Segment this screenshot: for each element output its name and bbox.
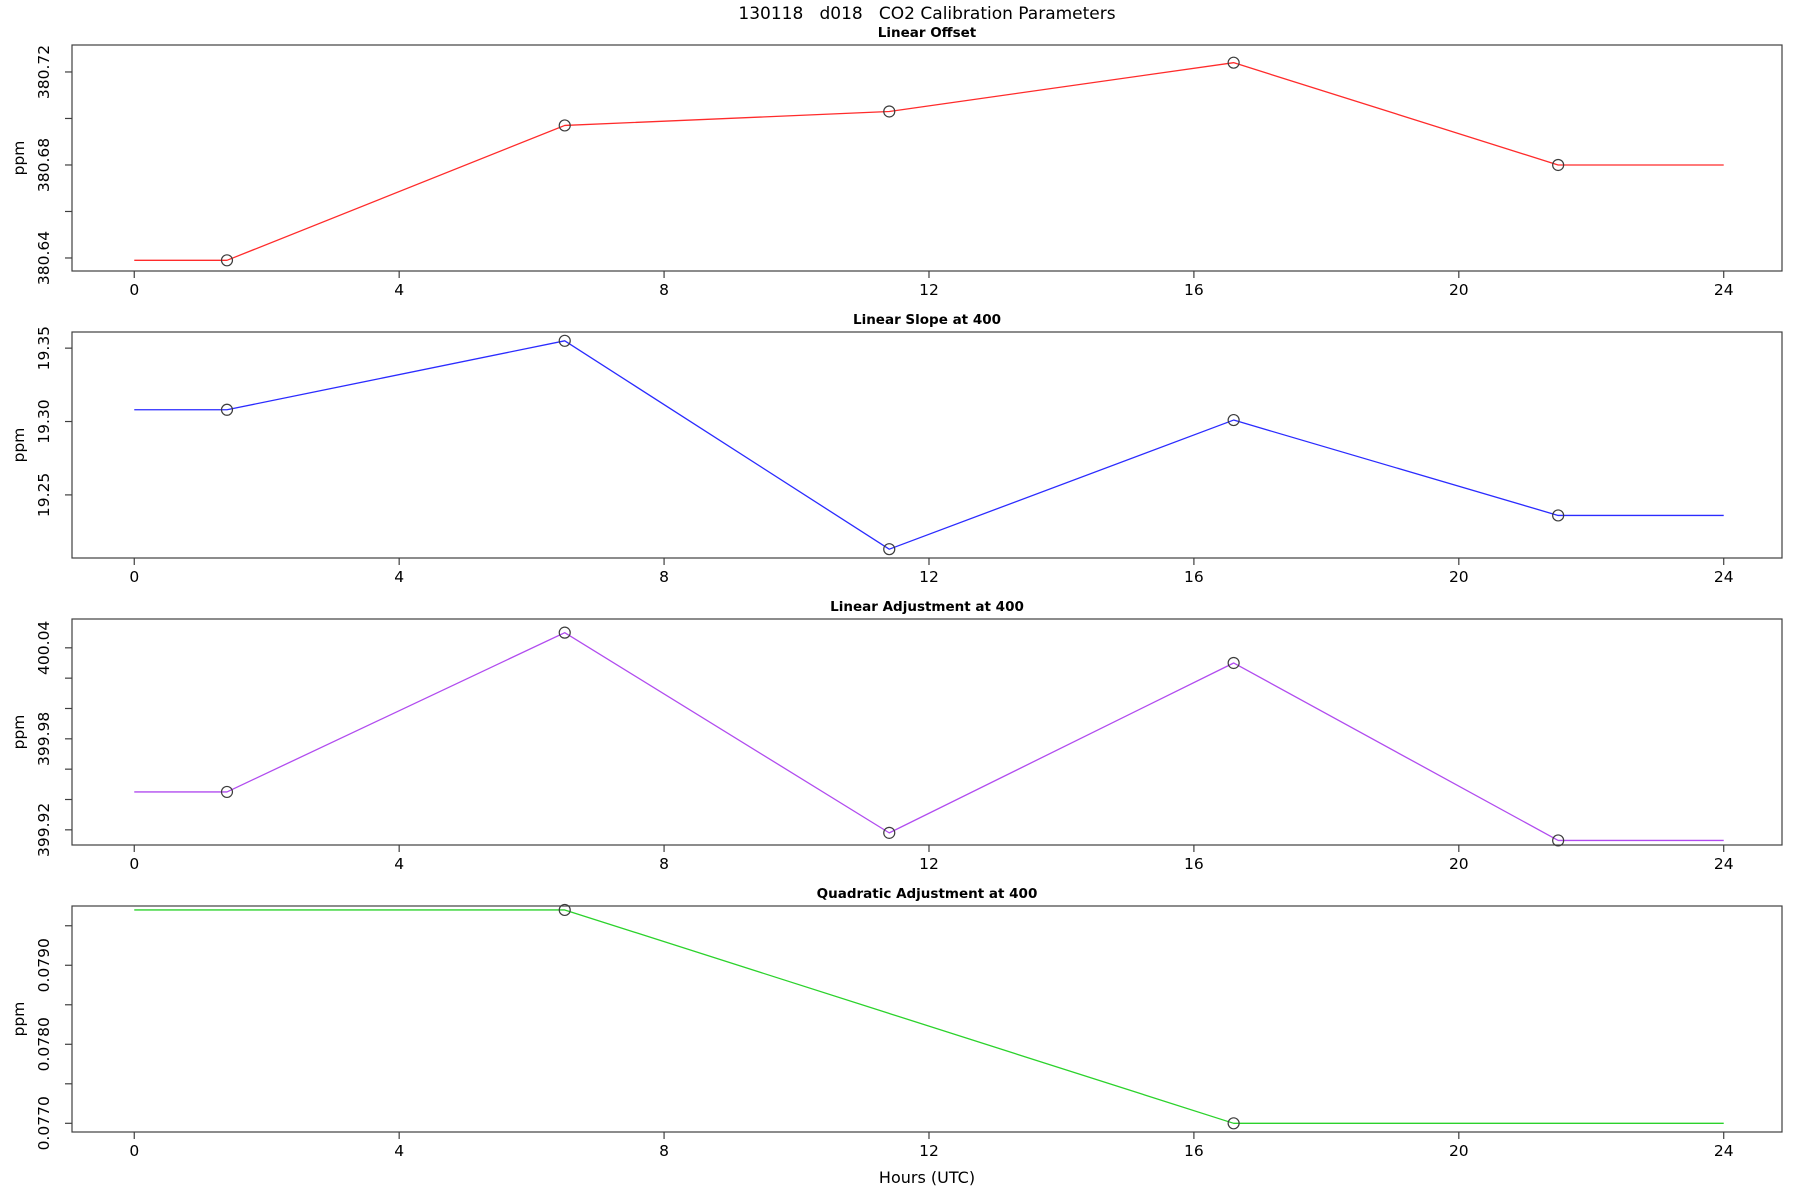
- y-tick-label: 380.68: [35, 138, 53, 192]
- x-tick-label: 4: [394, 281, 404, 299]
- panel-linear-offset: Linear Offset 380.64 380.68 380.72 ppm 0 4 8 12 1…: [10, 25, 1783, 299]
- data-point-marker: [558, 626, 571, 639]
- y-axis-label: ppm: [10, 141, 28, 176]
- x-tick-label: 4: [394, 568, 404, 586]
- x-tick-label: 20: [1449, 855, 1469, 873]
- data-point-marker: [1227, 1117, 1240, 1130]
- data-point-marker: [1227, 656, 1240, 670]
- data-point-marker: [883, 105, 896, 118]
- panel-border: [71, 44, 1783, 272]
- panel-linear-slope-at-400: Linear Slope at 400 19.25 19.30 19.35 ppm 0 4 8…: [10, 312, 1783, 586]
- y-tick-label: 19.25: [35, 473, 53, 517]
- y-tick-label: 19.35: [35, 326, 53, 370]
- x-tick-label: 0: [129, 855, 139, 873]
- y-axis-label: ppm: [10, 1002, 28, 1037]
- y-tick-label: 0.0790: [35, 938, 53, 992]
- panel-title: Linear Offset: [878, 25, 977, 41]
- panel-border: [71, 618, 1783, 846]
- y-tick-label: 399.92: [35, 803, 53, 857]
- data-line: [134, 340, 1724, 550]
- x-tick-label: 0: [129, 281, 139, 299]
- x-tick-label: 4: [394, 1142, 404, 1160]
- data-point-marker: [883, 543, 896, 556]
- data-line: [134, 632, 1724, 842]
- y-tick-label: 400.04: [35, 621, 53, 675]
- y-tick-label: 0.0780: [35, 1017, 53, 1071]
- data-point-marker: [558, 119, 571, 132]
- panel-quadratic-adjustment-at-400: Quadratic Adjustment at 400 0.0770 0.0780 0…: [10, 886, 1783, 1160]
- panel-border: [71, 331, 1783, 559]
- panel-title: Linear Adjustment at 400: [830, 599, 1024, 615]
- x-tick-label: 20: [1449, 281, 1469, 299]
- data-point-marker: [1227, 56, 1240, 69]
- x-tick-label: 12: [919, 855, 939, 873]
- data-point-marker: [220, 785, 234, 799]
- y-tick-label: 19.30: [35, 399, 53, 443]
- x-tick-label: 24: [1714, 855, 1734, 873]
- y-tick-label: 0.0770: [35, 1096, 53, 1150]
- x-tick-label: 20: [1449, 568, 1469, 586]
- data-point-marker: [1552, 834, 1565, 847]
- data-point-marker: [558, 903, 571, 917]
- x-tick-label: 12: [919, 568, 939, 586]
- data-point-marker: [558, 334, 571, 347]
- x-tick-label: 16: [1184, 1142, 1204, 1160]
- x-tick-label: 4: [394, 855, 404, 873]
- x-tick-label: 0: [129, 1142, 139, 1160]
- y-tick-label: 380.64: [35, 231, 53, 285]
- data-point-marker: [1552, 509, 1565, 522]
- x-tick-label: 16: [1184, 855, 1204, 873]
- x-axis-label: Hours (UTC): [878, 1168, 976, 1187]
- main-title: 130118 d018 CO2 Calibration Parameters: [738, 4, 1116, 24]
- x-tick-label: 8: [659, 281, 669, 299]
- panel-linear-adjustment-at-400: Linear Adjustment at 400 399.92 399.98 400.…: [10, 599, 1783, 873]
- data-line: [134, 62, 1724, 261]
- x-tick-label: 12: [919, 1142, 939, 1160]
- x-tick-label: 24: [1714, 568, 1734, 586]
- data-point-marker: [1552, 158, 1565, 172]
- data-point-marker: [220, 254, 234, 267]
- y-tick-label: 399.98: [35, 712, 53, 766]
- x-tick-label: 8: [659, 855, 669, 873]
- x-tick-label: 20: [1449, 1142, 1469, 1160]
- x-tick-label: 8: [659, 1142, 669, 1160]
- panel-title: Quadratic Adjustment at 400: [817, 886, 1038, 902]
- data-point-marker: [220, 403, 234, 416]
- x-tick-label: 8: [659, 568, 669, 586]
- data-line: [134, 909, 1724, 1124]
- data-point-marker: [883, 826, 896, 839]
- panel-border: [71, 905, 1783, 1133]
- x-tick-label: 16: [1184, 281, 1204, 299]
- y-axis-label: ppm: [10, 428, 28, 463]
- data-point-marker: [1227, 413, 1240, 427]
- x-tick-label: 0: [129, 568, 139, 586]
- x-tick-label: 12: [919, 281, 939, 299]
- x-tick-label: 24: [1714, 1142, 1734, 1160]
- y-tick-label: 380.72: [35, 45, 53, 99]
- x-tick-label: 16: [1184, 568, 1204, 586]
- x-tick-label: 24: [1714, 281, 1734, 299]
- y-axis-label: ppm: [10, 715, 28, 750]
- panel-title: Linear Slope at 400: [853, 312, 1001, 328]
